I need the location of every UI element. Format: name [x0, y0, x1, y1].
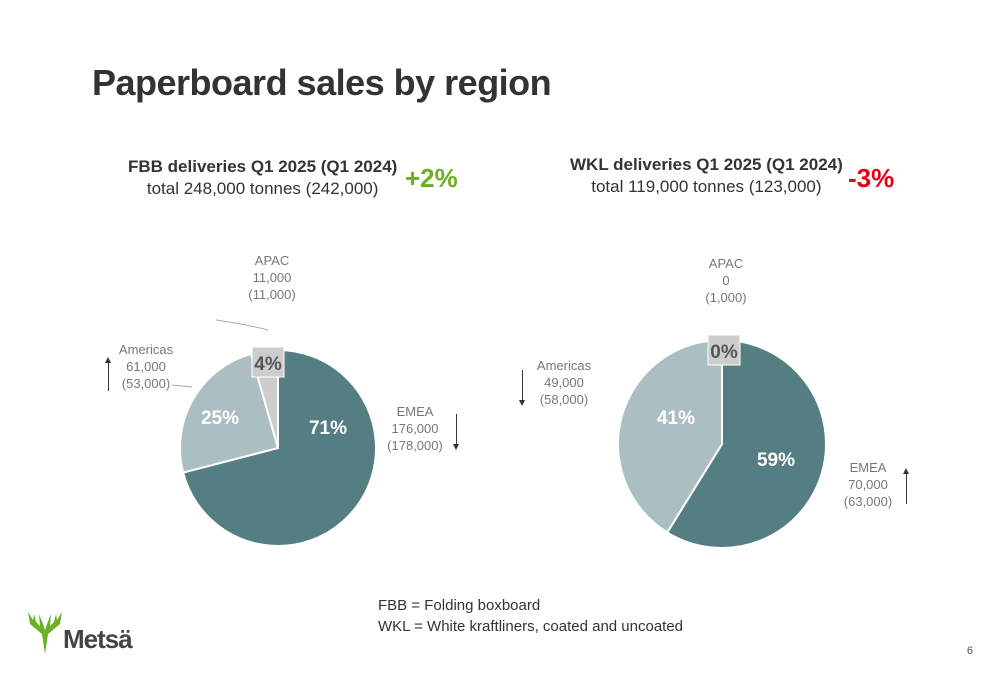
fbb-apac-value: 11,000 [252, 270, 292, 285]
wkl-americas-name: Americas [536, 358, 592, 373]
wkl-pie-chart: 59% 41% 0% [617, 334, 827, 549]
fbb-apac-label: APAC 11,000 (11,000) [240, 252, 304, 303]
fbb-emea-percent-label: 71% [309, 418, 347, 439]
fbb-chart-header: FBB deliveries Q1 2025 (Q1 2024) total 2… [128, 156, 397, 200]
fbb-emea-value: 176,000 [391, 421, 439, 436]
wkl-chart-header: WKL deliveries Q1 2025 (Q1 2024) total 1… [570, 154, 843, 198]
fbb-americas-leader-line [171, 384, 193, 388]
footnote-fbb: FBB = Folding boxboard [378, 597, 541, 614]
wkl-emea-name: EMEA [849, 460, 887, 475]
wkl-americas-percent-label: 41% [657, 408, 695, 429]
fbb-emea-down-arrow-icon [453, 414, 459, 450]
wkl-change-value: -3% [848, 163, 895, 193]
wkl-apac-percent-label: 0% [710, 342, 738, 363]
wkl-americas-slice [617, 338, 723, 534]
fbb-americas-value: 61,000 [126, 359, 166, 374]
wkl-apac-value: 0 [722, 273, 730, 288]
wkl-emea-percent-label: 59% [757, 450, 795, 471]
fbb-emea-label: EMEA 176,000 (178,000) [383, 403, 447, 454]
fbb-apac-prev: (11,000) [248, 287, 296, 302]
fbb-pie-chart: 71% 25% 4% [179, 346, 377, 547]
fbb-change-value: +2% [405, 163, 458, 193]
fbb-americas-slice [179, 352, 280, 474]
fbb-americas-label: Americas 61,000 (53,000) [114, 341, 178, 392]
fbb-emea-slice [181, 348, 377, 547]
wkl-emea-slice [665, 338, 827, 549]
footnote: FBB = Folding boxboard WKL = White kraft… [378, 595, 683, 637]
wkl-emea-up-arrow-icon [903, 468, 909, 504]
wkl-americas-prev: (58,000) [539, 392, 589, 407]
metsa-antler-logo-icon [28, 612, 62, 654]
page-number: 6 [966, 645, 973, 657]
wkl-emea-label: EMEA 70,000 (63,000) [836, 459, 900, 510]
fbb-americas-percent-label: 25% [201, 408, 239, 429]
fbb-apac-name: APAC [254, 253, 290, 268]
fbb-americas-up-arrow-icon [105, 357, 111, 391]
wkl-apac-name: APAC [708, 256, 744, 271]
fbb-americas-name: Americas [118, 342, 174, 357]
wkl-emea-value: 70,000 [848, 477, 888, 492]
fbb-title: FBB deliveries Q1 2025 (Q1 2024) [128, 157, 398, 176]
wkl-title: WKL deliveries Q1 2025 (Q1 2024) [570, 155, 843, 174]
fbb-apac-label-box [251, 346, 285, 378]
fbb-americas-prev: (53,000) [121, 376, 171, 391]
slide-title: Paperboard sales by region [92, 62, 552, 103]
footnote-wkl: WKL = White kraftliners, coated and unco… [378, 618, 684, 635]
fbb-emea-name: EMEA [396, 404, 434, 419]
wkl-americas-value: 49,000 [544, 375, 584, 390]
wkl-subtitle: total 119,000 tonnes (123,000) [591, 177, 822, 196]
wkl-apac-prev: (1,000) [705, 290, 747, 305]
wkl-apac-label: APAC 0 (1,000) [694, 255, 758, 306]
fbb-subtitle: total 248,000 tonnes (242,000) [146, 179, 379, 198]
metsa-logo-text: Metsä [63, 624, 133, 654]
wkl-apac-label-box [707, 334, 741, 366]
wkl-americas-label: Americas 49,000 (58,000) [532, 357, 596, 408]
fbb-apac-percent-label: 4% [254, 354, 282, 375]
wkl-emea-prev: (63,000) [843, 494, 893, 509]
fbb-emea-prev: (178,000) [387, 438, 443, 453]
wkl-americas-down-arrow-icon [519, 370, 525, 406]
fbb-apac-leader-line [215, 319, 269, 331]
